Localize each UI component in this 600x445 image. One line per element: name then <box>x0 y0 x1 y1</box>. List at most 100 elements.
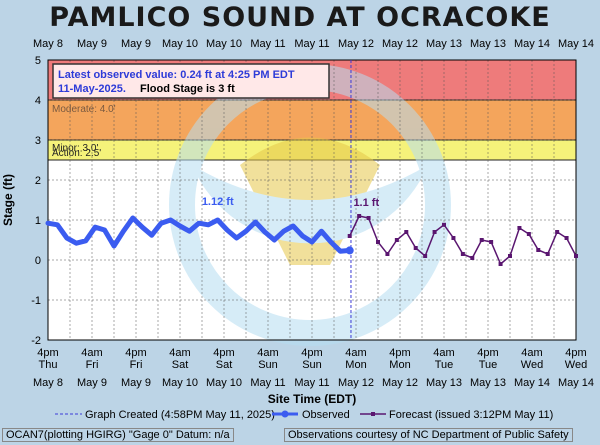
annotation-box <box>52 63 330 99</box>
top-date-label: May 10 <box>206 38 242 50</box>
forecast-point <box>536 248 541 252</box>
forecast-point <box>489 240 494 244</box>
y-tick-label: 2 <box>35 175 41 187</box>
legend-observed-marker <box>281 410 289 418</box>
forecast-point <box>442 222 446 227</box>
top-date-label: May 9 <box>77 38 107 50</box>
time-label: 4pm <box>477 347 498 359</box>
bottom-date-label: May 14 <box>558 377 594 389</box>
x-axis-label: Site Time (EDT) <box>268 392 356 406</box>
annotation-flood-stage: Flood Stage is 3 ft <box>140 83 235 95</box>
top-date-label: May 13 <box>426 38 462 50</box>
forecast-peak-label: 1.1 ft <box>353 197 379 209</box>
day-label: Mon <box>389 359 410 371</box>
forecast-point <box>376 240 380 244</box>
time-label: 4pm <box>125 347 146 359</box>
forecast-point <box>423 254 428 258</box>
time-label: 4pm <box>213 347 234 359</box>
forecast-point <box>347 234 352 238</box>
day-label: Wed <box>521 359 543 371</box>
forecast-point <box>357 214 362 218</box>
forecast-point <box>470 256 475 260</box>
category-label-moderate: Moderate: 4.0' <box>52 104 116 115</box>
time-label: 4pm <box>301 347 322 359</box>
plot-frame <box>47 59 577 341</box>
y-tick-label: 4 <box>35 95 41 107</box>
forecast-point <box>366 216 371 220</box>
bottom-date-label: May 11 <box>250 377 285 389</box>
top-date-label: May 8 <box>33 38 63 50</box>
annotation-line1: Latest observed value: 0.24 ft at 4:25 P… <box>58 69 295 81</box>
bottom-date-label: May 13 <box>426 377 462 389</box>
forecast-point <box>555 230 560 234</box>
bottom-date-label: May 14 <box>514 377 550 389</box>
observed-peak-label: 1.12 ft <box>202 196 234 208</box>
time-label: 4pm <box>37 347 58 359</box>
time-label: 4am <box>257 347 278 359</box>
top-date-label: May 12 <box>382 38 418 50</box>
forecast-point <box>517 226 522 230</box>
forecast-point <box>574 254 578 258</box>
day-label: Thu <box>39 359 58 371</box>
time-label: 4am <box>521 347 542 359</box>
forecast-point <box>526 232 531 236</box>
bottom-date-label: May 9 <box>77 377 107 389</box>
bottom-date-label: May 12 <box>338 377 374 389</box>
time-label: 4am <box>81 347 102 359</box>
day-label: Tue <box>479 359 498 371</box>
top-date-label: May 14 <box>514 38 550 50</box>
forecast-point <box>508 254 512 258</box>
y-tick-label: -1 <box>31 295 41 307</box>
forecast-point <box>498 262 503 266</box>
top-date-label: May 13 <box>470 38 506 50</box>
legend-created-label: Graph Created (4:58PM May 11, 2025) <box>85 409 275 421</box>
day-label: Sun <box>302 359 322 371</box>
day-label: Fri <box>130 359 143 371</box>
day-label: Wed <box>565 359 587 371</box>
bottom-date-label: May 10 <box>162 377 198 389</box>
top-date-label: May 14 <box>558 38 594 50</box>
forecast-point <box>385 252 390 256</box>
forecast-point <box>451 236 456 240</box>
time-label: 4pm <box>389 347 410 359</box>
y-axis-label: Stage (ft) <box>1 174 15 226</box>
category-label-action: Action: 2.5' <box>52 148 101 159</box>
credit-footer: Observations courtesy of NC Department o… <box>284 428 573 442</box>
time-label: 4am <box>433 347 454 359</box>
category-label-minor: Minor: 3.0' <box>52 143 98 154</box>
forecast-point <box>432 230 437 234</box>
y-tick-label: 1 <box>35 215 41 227</box>
bottom-date-label: May 10 <box>206 377 242 389</box>
forecast-point <box>404 230 409 234</box>
legend-observed-label: Observed <box>302 409 350 421</box>
day-label: Sun <box>258 359 278 371</box>
bottom-date-label: May 13 <box>470 377 506 389</box>
datum-footer: OCAN7(plotting HGIRG) "Gage 0" Datum: n/… <box>2 428 234 442</box>
bottom-date-label: May 12 <box>382 377 418 389</box>
observed-latest-point <box>345 246 354 255</box>
day-label: Mon <box>345 359 366 371</box>
forecast-point <box>394 238 399 242</box>
top-date-label: May 11 <box>294 38 329 50</box>
y-tick-label: 0 <box>35 255 41 267</box>
time-label: 4am <box>169 347 190 359</box>
annotation-date: 11-May-2025. <box>58 83 126 95</box>
day-label: Fri <box>86 359 99 371</box>
forecast-point <box>413 246 418 250</box>
bottom-date-label: May 9 <box>121 377 151 389</box>
forecast-point <box>479 238 484 242</box>
legend-forecast-marker <box>371 412 375 416</box>
observed-line <box>45 215 353 254</box>
forecast-point <box>545 252 550 256</box>
y-tick-label: 3 <box>35 135 41 147</box>
page-title: PAMLICO SOUND AT OCRACOKE <box>49 2 551 33</box>
bottom-date-label: May 8 <box>33 377 63 389</box>
day-label: Sat <box>172 359 189 371</box>
y-tick-label: -2 <box>31 335 41 347</box>
bottom-date-label: May 11 <box>294 377 329 389</box>
day-label: Sat <box>216 359 233 371</box>
day-label: Tue <box>435 359 454 371</box>
y-tick-label: 5 <box>35 55 41 67</box>
